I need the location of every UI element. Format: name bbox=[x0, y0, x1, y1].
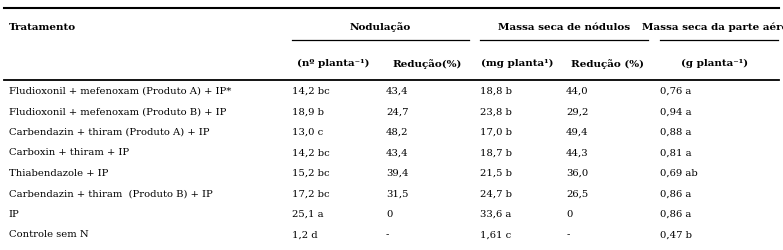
Text: 23,8 b: 23,8 b bbox=[480, 107, 512, 116]
Text: Fludioxonil + mefenoxam (Produto B) + IP: Fludioxonil + mefenoxam (Produto B) + IP bbox=[9, 107, 226, 116]
Text: IP: IP bbox=[9, 210, 20, 219]
Text: 1,61 c: 1,61 c bbox=[480, 230, 511, 239]
Text: (g planta⁻¹): (g planta⁻¹) bbox=[681, 59, 749, 68]
Text: 43,4: 43,4 bbox=[386, 87, 409, 96]
Text: -: - bbox=[566, 230, 569, 239]
Text: 48,2: 48,2 bbox=[386, 128, 409, 137]
Text: 29,2: 29,2 bbox=[566, 107, 589, 116]
Text: Redução(%): Redução(%) bbox=[392, 59, 462, 69]
Text: 0,86 a: 0,86 a bbox=[660, 189, 691, 198]
Text: 0: 0 bbox=[386, 210, 392, 219]
Text: Carbendazin + thiram  (Produto B) + IP: Carbendazin + thiram (Produto B) + IP bbox=[9, 189, 212, 198]
Text: Controle sem N: Controle sem N bbox=[9, 230, 88, 239]
Text: 0,81 a: 0,81 a bbox=[660, 148, 691, 157]
Text: Redução (%): Redução (%) bbox=[571, 59, 644, 69]
Text: 44,0: 44,0 bbox=[566, 87, 589, 96]
Text: 33,6 a: 33,6 a bbox=[480, 210, 511, 219]
Text: Massa seca de nódulos: Massa seca de nódulos bbox=[498, 23, 630, 32]
Text: Nodulação: Nodulação bbox=[350, 22, 411, 32]
Text: Carbendazin + thiram (Produto A) + IP: Carbendazin + thiram (Produto A) + IP bbox=[9, 128, 209, 137]
Text: 15,2 bc: 15,2 bc bbox=[292, 169, 330, 178]
Text: Massa seca da parte aérea: Massa seca da parte aérea bbox=[642, 23, 783, 32]
Text: 21,5 b: 21,5 b bbox=[480, 169, 512, 178]
Text: 14,2 bc: 14,2 bc bbox=[292, 87, 330, 96]
Text: 18,9 b: 18,9 b bbox=[292, 107, 324, 116]
Text: Tratamento: Tratamento bbox=[9, 23, 76, 32]
Text: -: - bbox=[386, 230, 389, 239]
Text: 0,94 a: 0,94 a bbox=[660, 107, 691, 116]
Text: 0: 0 bbox=[566, 210, 572, 219]
Text: (mg planta¹): (mg planta¹) bbox=[481, 59, 554, 68]
Text: 36,0: 36,0 bbox=[566, 169, 588, 178]
Text: 0,86 a: 0,86 a bbox=[660, 210, 691, 219]
Text: Fludioxonil + mefenoxam (Produto A) + IP*: Fludioxonil + mefenoxam (Produto A) + IP… bbox=[9, 87, 231, 96]
Text: 0,69 ab: 0,69 ab bbox=[660, 169, 698, 178]
Text: 44,3: 44,3 bbox=[566, 148, 589, 157]
Text: 0,76 a: 0,76 a bbox=[660, 87, 691, 96]
Text: 26,5: 26,5 bbox=[566, 189, 588, 198]
Text: 25,1 a: 25,1 a bbox=[292, 210, 323, 219]
Text: 1,2 d: 1,2 d bbox=[292, 230, 318, 239]
Text: Thiabendazole + IP: Thiabendazole + IP bbox=[9, 169, 108, 178]
Text: 0,47 b: 0,47 b bbox=[660, 230, 692, 239]
Text: 39,4: 39,4 bbox=[386, 169, 409, 178]
Text: 24,7 b: 24,7 b bbox=[480, 189, 512, 198]
Text: 43,4: 43,4 bbox=[386, 148, 409, 157]
Text: 49,4: 49,4 bbox=[566, 128, 589, 137]
Text: (nº planta⁻¹): (nº planta⁻¹) bbox=[297, 59, 370, 68]
Text: 24,7: 24,7 bbox=[386, 107, 409, 116]
Text: 31,5: 31,5 bbox=[386, 189, 409, 198]
Text: 0,88 a: 0,88 a bbox=[660, 128, 691, 137]
Text: 18,7 b: 18,7 b bbox=[480, 148, 512, 157]
Text: 17,0 b: 17,0 b bbox=[480, 128, 512, 137]
Text: 14,2 bc: 14,2 bc bbox=[292, 148, 330, 157]
Text: Carboxin + thiram + IP: Carboxin + thiram + IP bbox=[9, 148, 128, 157]
Text: 17,2 bc: 17,2 bc bbox=[292, 189, 330, 198]
Text: 13,0 c: 13,0 c bbox=[292, 128, 323, 137]
Text: 18,8 b: 18,8 b bbox=[480, 87, 512, 96]
